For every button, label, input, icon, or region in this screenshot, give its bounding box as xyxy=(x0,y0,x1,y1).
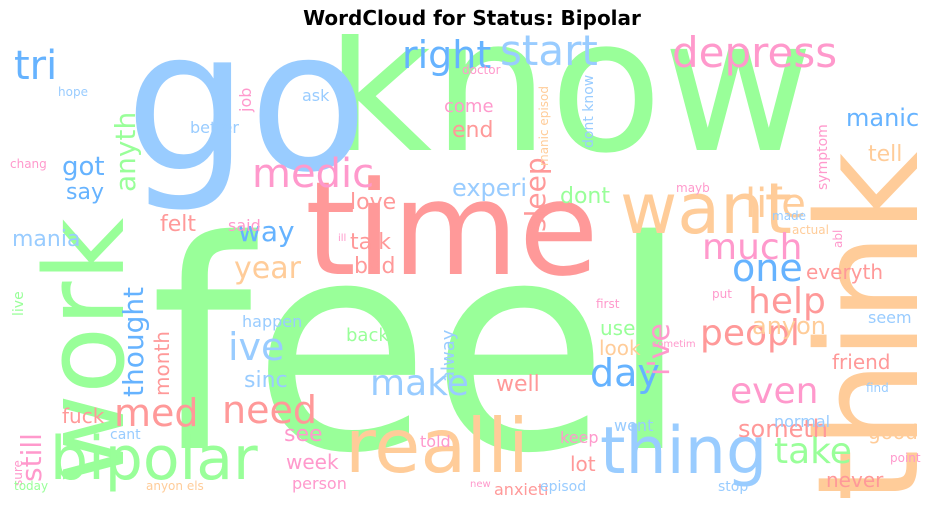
word-ask: ask xyxy=(302,86,330,105)
word-tell: tell xyxy=(868,142,903,167)
word-told: told xyxy=(420,432,451,451)
word-talk: talk xyxy=(350,230,391,255)
word-year: year xyxy=(234,251,301,286)
word-right: right xyxy=(402,34,492,77)
word-well: well xyxy=(496,372,540,397)
figure-title: WordCloud for Status: Bipolar xyxy=(303,6,641,30)
word-keep: keep xyxy=(560,428,599,447)
word-manic: manic xyxy=(846,104,920,132)
word-hope: hope xyxy=(58,85,88,99)
word-need: need xyxy=(222,388,317,432)
word-go: go xyxy=(125,34,369,215)
word-mayb: mayb xyxy=(676,181,710,195)
word-peopl: peopl xyxy=(700,313,800,354)
word-actual: actual xyxy=(792,223,829,237)
word-symptom: symptom xyxy=(815,124,831,190)
word-fuck: fuck xyxy=(62,404,105,428)
word-find: find xyxy=(866,381,889,395)
word-sinc: sinc xyxy=(244,368,288,393)
word-anyon-els: anyon els xyxy=(146,479,204,493)
word-med: med xyxy=(114,391,199,435)
word-ill: ill xyxy=(338,233,347,244)
word-dont-know: dont know xyxy=(581,74,597,148)
word-back: back xyxy=(346,325,389,346)
word-today: today xyxy=(14,479,49,493)
word-say: say xyxy=(66,180,104,205)
word-got: got xyxy=(62,152,105,182)
word-good: good xyxy=(868,420,918,444)
word-tri: tri xyxy=(14,43,58,89)
word-thing: thing xyxy=(600,414,768,489)
word-use: use xyxy=(600,316,636,340)
word-anxieti: anxieti xyxy=(494,480,549,498)
word-lot: lot xyxy=(570,452,596,476)
word-life: life xyxy=(745,181,806,227)
word-feel: feel xyxy=(150,180,690,498)
word-went: went xyxy=(614,416,654,435)
word-made: made xyxy=(772,209,807,223)
word-live: live xyxy=(11,291,27,316)
word-mania: mania xyxy=(12,227,81,252)
word-thought: thought xyxy=(117,286,150,397)
word-alway: alway xyxy=(438,329,459,382)
word-time: time xyxy=(305,153,599,305)
word-medic: medic xyxy=(252,151,375,197)
word-friend: friend xyxy=(832,350,891,374)
word-even: even xyxy=(730,371,819,412)
word-experi: experi xyxy=(452,174,528,202)
word-felt: felt xyxy=(160,212,197,237)
word-make: make xyxy=(370,363,469,404)
word-take: take xyxy=(774,431,852,472)
word-normal: normal xyxy=(774,412,831,431)
word-much: much xyxy=(702,227,803,268)
word-sometim: sometim xyxy=(652,339,696,350)
word-realli: realli xyxy=(345,402,529,490)
word-said: said xyxy=(228,216,261,235)
word-chang: chang xyxy=(10,157,47,171)
word-doctor: doctor xyxy=(462,63,501,77)
word-start: start xyxy=(500,34,598,75)
word-know: know xyxy=(325,34,814,194)
word-stop: stop xyxy=(718,479,749,495)
word-never: never xyxy=(826,468,884,492)
word-come: come xyxy=(444,96,494,117)
word-better: better xyxy=(190,118,239,137)
word-seem: seem xyxy=(868,308,912,327)
word-point: point xyxy=(890,451,921,465)
word-way: way xyxy=(238,215,295,248)
word-dont: dont xyxy=(560,184,610,209)
word-manic-episod: manic episod xyxy=(537,86,551,166)
word-look: look xyxy=(599,336,641,360)
word-person: person xyxy=(292,474,347,493)
word-everyth: everyth xyxy=(806,260,884,284)
word-end: end xyxy=(452,118,494,143)
word-cloud: feel know go time think work want realli bipolar… xyxy=(10,34,934,498)
word-bipolar: bipolar xyxy=(50,424,258,494)
word-episod: episod xyxy=(540,479,587,495)
word-anyth: anyth xyxy=(109,111,142,192)
word-bad: bad xyxy=(354,254,396,279)
word-new: new xyxy=(470,479,491,490)
word-cant: cant xyxy=(110,427,141,443)
word-depress: depress xyxy=(672,34,838,77)
word-want: want xyxy=(620,168,792,250)
word-put: put xyxy=(712,287,732,301)
word-one: one xyxy=(732,246,803,290)
word-love: love xyxy=(350,190,397,215)
word-week: week xyxy=(286,450,339,474)
word-see: see xyxy=(284,422,323,447)
word-day: day xyxy=(590,351,660,395)
word-ive: ive xyxy=(228,325,285,369)
word-someth: someth xyxy=(738,415,828,443)
word-anyon: anyon xyxy=(752,312,827,340)
word-help: help xyxy=(748,281,826,322)
word-happen: happen xyxy=(242,312,303,331)
word-abl: abl xyxy=(831,229,845,248)
word-month: month xyxy=(150,331,174,396)
word-job: job xyxy=(236,87,255,112)
word-first: first xyxy=(596,297,620,311)
